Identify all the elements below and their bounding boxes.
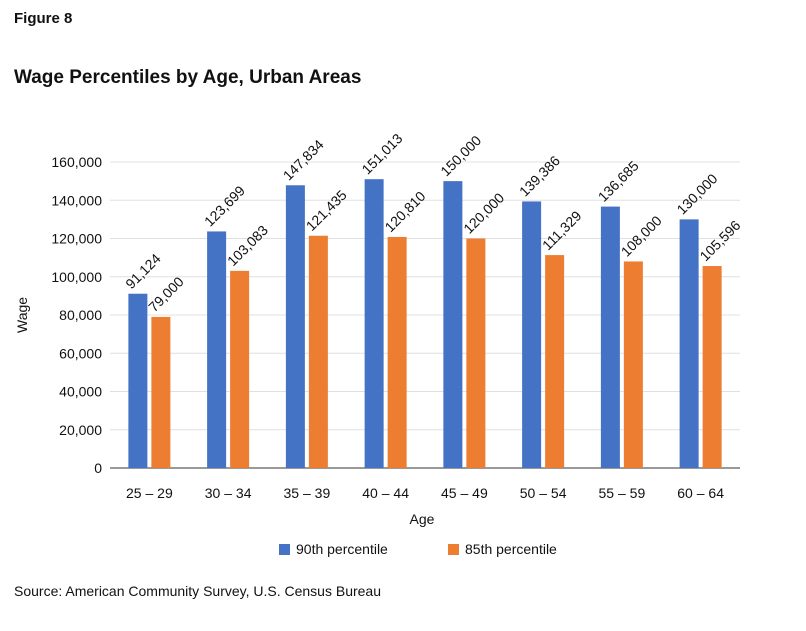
legend-label-90th: 90th percentile <box>296 541 388 557</box>
x-tick-label: 45 – 49 <box>441 485 488 501</box>
data-label: 150,000 <box>437 132 484 179</box>
bar-85th <box>387 236 407 468</box>
data-label: 139,386 <box>516 152 563 199</box>
bar-85th <box>308 235 328 468</box>
y-tick-label: 120,000 <box>51 231 102 247</box>
data-label: 147,834 <box>280 136 327 183</box>
x-tick-label: 35 – 39 <box>284 485 331 501</box>
x-tick-label: 50 – 54 <box>520 485 567 501</box>
y-axis-label: Wage <box>14 296 30 333</box>
chart-title: Wage Percentiles by Age, Urban Areas <box>14 67 362 88</box>
data-label: 120,810 <box>381 188 428 235</box>
figure-label: Figure 8 <box>14 10 73 27</box>
bar-90th <box>207 231 227 468</box>
x-tick-label: 60 – 64 <box>677 485 724 501</box>
data-label: 111,329 <box>539 207 585 253</box>
data-label: 120,000 <box>460 189 507 236</box>
x-tick-label: 40 – 44 <box>362 485 409 501</box>
bar-90th <box>679 219 699 468</box>
bar-85th <box>230 270 250 468</box>
legend-swatch-90th <box>279 543 290 555</box>
x-tick-label: 30 – 34 <box>205 485 252 501</box>
y-tick-label: 40,000 <box>59 384 102 400</box>
legend-swatch-85th <box>448 543 459 555</box>
y-tick-label: 60,000 <box>59 345 102 361</box>
bar-85th <box>545 255 565 468</box>
y-tick-label: 0 <box>94 460 102 476</box>
data-label: 79,000 <box>145 273 187 315</box>
legend-item-90th: 90th percentile <box>279 541 388 557</box>
bar-90th <box>443 181 463 468</box>
bar-85th <box>466 238 486 468</box>
y-tick-label: 140,000 <box>51 192 102 208</box>
data-label: 103,083 <box>224 222 271 269</box>
bar-85th <box>151 316 171 468</box>
data-label: 130,000 <box>673 170 720 217</box>
bar-90th <box>600 206 620 468</box>
source-note: Source: American Community Survey, U.S. … <box>14 583 382 599</box>
x-tick-label: 25 – 29 <box>126 485 173 501</box>
bar-90th <box>364 179 384 469</box>
data-label: 108,000 <box>618 212 665 259</box>
legend: 90th percentile 85th percentile <box>0 541 806 561</box>
data-label: 121,435 <box>303 187 350 234</box>
data-label: 151,013 <box>358 130 405 177</box>
bar-85th <box>702 266 722 468</box>
bar-90th <box>285 185 305 469</box>
y-tick-label: 20,000 <box>59 422 102 438</box>
y-tick-label: 160,000 <box>51 154 102 170</box>
x-axis-label: Age <box>409 511 435 527</box>
bar-90th <box>522 201 542 469</box>
legend-label-85th: 85th percentile <box>465 541 557 557</box>
bar-90th <box>128 293 148 468</box>
legend-item-85th: 85th percentile <box>448 541 557 557</box>
y-tick-label: 100,000 <box>51 269 102 285</box>
bar-85th <box>623 261 643 468</box>
data-label: 136,685 <box>595 157 642 204</box>
data-label: 123,699 <box>201 182 248 229</box>
y-tick-label: 80,000 <box>59 307 102 323</box>
x-tick-label: 55 – 59 <box>599 485 646 501</box>
data-label: 105,596 <box>696 217 743 264</box>
data-label: 91,124 <box>122 250 164 292</box>
